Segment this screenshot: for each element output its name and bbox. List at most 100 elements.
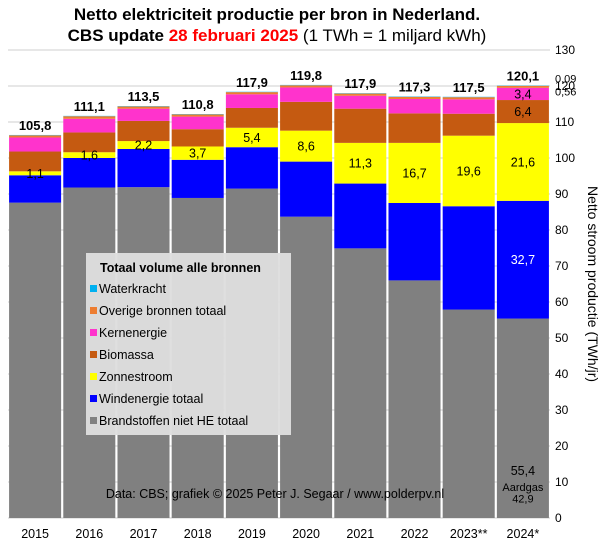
- y-axis-label: Netto stroom productie (TWh/jr): [585, 186, 601, 382]
- bar-segment: [496, 200, 549, 319]
- y-tick-label: 80: [555, 223, 569, 237]
- bar-segment: [225, 92, 278, 95]
- x-tick-label: 2023**: [450, 527, 488, 541]
- bar-segment: [63, 116, 116, 119]
- bar-segment: [442, 99, 495, 114]
- bar-segment: [280, 87, 333, 102]
- data-label: 2,2: [135, 139, 152, 153]
- sub-annotation-line2: 42,9: [512, 494, 533, 506]
- bar-segment: [63, 158, 116, 188]
- bar-segment: [117, 149, 170, 188]
- legend-item-label: Kernenergie: [99, 326, 167, 340]
- bar-segment: [225, 94, 278, 108]
- y-tick-label: 120: [555, 79, 575, 93]
- legend-title: Totaal volume alle bronnen: [100, 261, 261, 275]
- bar-segment: [171, 114, 224, 117]
- right-annotation: 0,56: [555, 87, 576, 99]
- bar-segment: [9, 171, 62, 176]
- source-note: Data: CBS; grafiek © 2025 Peter J. Segaa…: [106, 487, 444, 501]
- bar-segment: [388, 96, 441, 99]
- total-label: 105,8: [19, 118, 52, 133]
- title-suffix: (1 TWh = 1 miljard kWh): [298, 26, 486, 45]
- legend-swatch: [90, 417, 97, 424]
- y-tick-label: 70: [555, 259, 569, 273]
- bar-segment: [63, 118, 116, 133]
- bar-segment: [63, 152, 116, 158]
- bar-segment: [63, 132, 116, 153]
- legend-item-label: Overige bronnen totaal: [99, 304, 226, 318]
- bar-segment: [334, 183, 387, 249]
- y-tick-label: 110: [555, 115, 574, 129]
- bar-segment: [225, 107, 278, 128]
- bar-segment: [9, 151, 62, 172]
- total-label: 117,9: [344, 76, 376, 91]
- legend-item-label: Zonnestroom: [99, 370, 173, 384]
- chart-title-line1: Netto elektriciteit productie per bron i…: [74, 5, 480, 24]
- bar-segment: [388, 113, 441, 143]
- bar-segment: [117, 106, 170, 109]
- data-label: 19,6: [457, 164, 481, 178]
- data-label: 1,6: [81, 149, 98, 163]
- bar-segment: [334, 142, 387, 184]
- bar-segment: [225, 147, 278, 189]
- data-label: 11,3: [349, 157, 372, 171]
- legend-item-label: Brandstoffen niet HE totaal: [99, 414, 248, 428]
- y-tick-label: 30: [555, 403, 569, 417]
- bar-segment: [334, 108, 387, 143]
- bar-segment: [334, 93, 387, 96]
- bar-segment: [9, 175, 62, 203]
- data-label: 32,7: [511, 253, 535, 267]
- legend-swatch: [90, 373, 97, 380]
- legend-swatch: [90, 307, 97, 314]
- legend-swatch: [90, 329, 97, 336]
- bar-segment: [496, 100, 549, 124]
- legend-item-label: Waterkracht: [99, 282, 166, 296]
- bar-segment: [117, 141, 170, 149]
- data-label: 3,4: [514, 87, 531, 101]
- x-tick-label: 2020: [292, 527, 320, 541]
- bar-segment: [334, 248, 387, 519]
- bar-segment: [280, 161, 333, 217]
- y-tick-label: 130: [555, 43, 575, 57]
- data-label: 3,7: [189, 147, 206, 161]
- bar-segment: [496, 87, 549, 101]
- data-label: 55,4: [511, 464, 535, 478]
- right-annotation: 0,09: [555, 74, 576, 86]
- bar-segment: [388, 280, 441, 518]
- bar-segment: [388, 98, 441, 114]
- bar-segment: [171, 116, 224, 130]
- bar-segment: [334, 95, 387, 109]
- bar-segment: [442, 97, 495, 100]
- total-label: 120,1: [507, 68, 540, 83]
- bar-segment: [280, 130, 333, 162]
- legend-background: [86, 253, 291, 435]
- y-tick-label: 10: [555, 475, 569, 489]
- x-tick-label: 2019: [238, 527, 266, 541]
- bar-segment: [442, 206, 495, 310]
- data-label: 21,6: [511, 155, 535, 169]
- total-label: 119,8: [290, 68, 322, 83]
- total-label: 117,5: [453, 80, 485, 95]
- legend-item-label: Biomassa: [99, 348, 154, 362]
- data-label: 6,4: [514, 105, 531, 119]
- y-tick-label: 0: [555, 511, 562, 525]
- bar-segment: [225, 127, 278, 148]
- bar-segment: [9, 137, 62, 152]
- bar-segment: [280, 101, 333, 131]
- sub-annotation-line1: Aardgas: [502, 482, 543, 494]
- x-tick-label: 2015: [21, 527, 49, 541]
- bar-segment: [388, 142, 441, 203]
- bar-segment: [9, 135, 62, 138]
- bar-segment: [496, 85, 549, 88]
- x-tick-label: 2024*: [507, 527, 540, 541]
- chart-title-line2: CBS update 28 februari 2025 (1 TWh = 1 m…: [68, 26, 487, 45]
- total-label: 110,8: [182, 97, 214, 112]
- legend-swatch: [90, 351, 97, 358]
- data-label: 5,4: [243, 131, 260, 145]
- bar-segment: [496, 318, 549, 518]
- bar-segment: [9, 202, 62, 518]
- bar-segment: [496, 123, 549, 201]
- x-tick-label: 2022: [401, 527, 429, 541]
